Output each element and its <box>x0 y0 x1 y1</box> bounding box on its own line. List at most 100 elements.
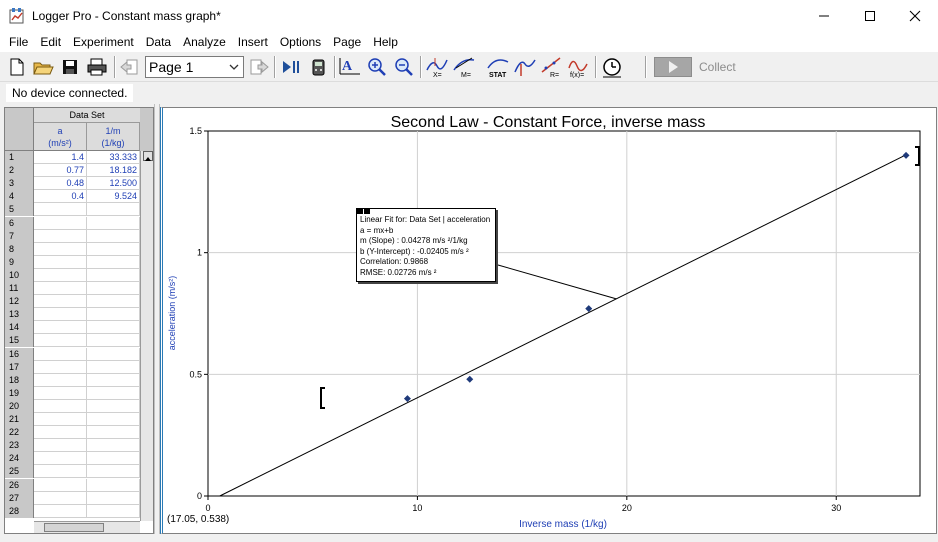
timer-button[interactable] <box>600 55 624 79</box>
statistics-button[interactable]: STAT <box>486 55 510 79</box>
menu-help[interactable]: Help <box>373 35 398 49</box>
cell-inverse-mass[interactable] <box>87 347 140 361</box>
cell-acceleration[interactable] <box>34 203 87 217</box>
cell-acceleration[interactable] <box>34 268 87 282</box>
table-row[interactable]: 4 0.4 9.524 <box>5 190 140 204</box>
cell-inverse-mass[interactable] <box>87 399 140 413</box>
lab-interface-button[interactable] <box>306 55 330 79</box>
cell-inverse-mass[interactable]: 9.524 <box>87 190 140 204</box>
zoom-in-button[interactable] <box>365 55 389 79</box>
cell-acceleration[interactable]: 0.48 <box>34 177 87 191</box>
table-row[interactable]: 24 <box>5 452 140 466</box>
cell-acceleration[interactable] <box>34 426 87 440</box>
examine-button[interactable]: X= <box>425 55 449 79</box>
cell-acceleration[interactable] <box>34 478 87 492</box>
column-header-inverse-mass[interactable]: 1/m (1/kg) <box>87 123 140 151</box>
cell-inverse-mass[interactable] <box>87 426 140 440</box>
cell-acceleration[interactable] <box>34 229 87 243</box>
horizontal-scrollbar[interactable] <box>34 521 140 533</box>
table-row[interactable]: 21 <box>5 413 140 426</box>
table-row[interactable]: 25 <box>5 465 140 479</box>
annotation-handle[interactable] <box>357 209 373 215</box>
cell-inverse-mass[interactable] <box>87 334 140 348</box>
dataset-title[interactable]: Data Set <box>34 108 140 123</box>
cell-acceleration[interactable] <box>34 439 87 453</box>
table-row[interactable]: 18 <box>5 373 140 387</box>
cell-inverse-mass[interactable] <box>87 255 140 269</box>
cell-inverse-mass[interactable]: 12.500 <box>87 177 140 191</box>
table-row[interactable]: 16 <box>5 347 140 361</box>
cell-inverse-mass[interactable]: 18.182 <box>87 164 140 178</box>
data-table[interactable]: Data Set a (m/s²) 1/m (1/kg) 1 1.4 33.333 2… <box>4 107 154 534</box>
cell-inverse-mass[interactable] <box>87 229 140 243</box>
table-row[interactable]: 9 <box>5 255 140 269</box>
table-row[interactable]: 27 <box>5 491 140 505</box>
next-page-button[interactable] <box>247 55 271 79</box>
cell-inverse-mass[interactable] <box>87 203 140 217</box>
cell-inverse-mass[interactable] <box>87 373 140 387</box>
previous-page-button[interactable] <box>118 55 142 79</box>
table-row[interactable]: 7 <box>5 229 140 243</box>
table-row[interactable]: 8 <box>5 242 140 256</box>
vertical-scrollbar[interactable] <box>140 151 153 521</box>
autoscale-button[interactable]: A <box>338 55 362 79</box>
cell-acceleration[interactable] <box>34 255 87 269</box>
curve-fit-button[interactable]: f(x)= <box>567 55 591 79</box>
cell-inverse-mass[interactable] <box>87 295 140 309</box>
menu-experiment[interactable]: Experiment <box>73 35 134 49</box>
table-row[interactable]: 3 0.48 12.500 <box>5 177 140 191</box>
cell-inverse-mass[interactable] <box>87 268 140 282</box>
cell-inverse-mass[interactable] <box>87 321 140 335</box>
linear-fit-annotation[interactable]: Linear Fit for: Data Set | acceleration … <box>356 208 496 282</box>
zoom-out-button[interactable] <box>392 55 416 79</box>
cell-inverse-mass[interactable] <box>87 504 140 518</box>
cell-acceleration[interactable] <box>34 413 87 426</box>
menu-analyze[interactable]: Analyze <box>183 35 226 49</box>
graph-panel[interactable]: 0 10 20 30 0 0.5 1 1.5 Second Law - Constant For… <box>160 107 937 534</box>
cell-inverse-mass[interactable] <box>87 386 140 400</box>
menu-insert[interactable]: Insert <box>237 35 268 49</box>
menu-options[interactable]: Options <box>279 35 322 49</box>
cell-acceleration[interactable] <box>34 242 87 256</box>
cell-acceleration[interactable]: 0.4 <box>34 190 87 204</box>
cell-inverse-mass[interactable] <box>87 216 140 230</box>
table-row[interactable]: 2 0.77 18.182 <box>5 164 140 178</box>
table-row[interactable]: 26 <box>5 478 140 492</box>
replay-button[interactable] <box>279 55 303 79</box>
table-row[interactable]: 13 <box>5 308 140 322</box>
menu-file[interactable]: File <box>9 35 29 49</box>
cell-inverse-mass[interactable] <box>87 360 140 374</box>
cell-inverse-mass[interactable] <box>87 308 140 322</box>
integral-button[interactable] <box>513 55 537 79</box>
cell-acceleration[interactable] <box>34 216 87 230</box>
table-row[interactable]: 12 <box>5 295 140 309</box>
panel-splitter[interactable] <box>154 104 160 538</box>
table-row[interactable]: 17 <box>5 360 140 374</box>
table-row[interactable]: 20 <box>5 399 140 413</box>
scroll-thumb[interactable] <box>44 523 104 532</box>
cell-acceleration[interactable] <box>34 491 87 505</box>
cell-inverse-mass[interactable] <box>87 439 140 453</box>
print-button[interactable] <box>85 55 109 79</box>
cell-acceleration[interactable] <box>34 373 87 387</box>
cell-inverse-mass[interactable] <box>87 413 140 426</box>
cell-acceleration[interactable] <box>34 360 87 374</box>
table-row[interactable]: 14 <box>5 321 140 335</box>
cell-inverse-mass[interactable] <box>87 478 140 492</box>
linear-fit-button[interactable]: R= <box>540 55 564 79</box>
column-header-acceleration[interactable]: a (m/s²) <box>34 123 87 151</box>
new-file-button[interactable] <box>5 55 29 79</box>
cell-acceleration[interactable] <box>34 295 87 309</box>
table-row[interactable]: 22 <box>5 426 140 440</box>
table-row[interactable]: 19 <box>5 386 140 400</box>
save-button[interactable] <box>58 55 82 79</box>
minimize-button[interactable] <box>801 0 847 32</box>
table-row[interactable]: 15 <box>5 334 140 348</box>
cell-inverse-mass[interactable] <box>87 242 140 256</box>
cell-acceleration[interactable] <box>34 386 87 400</box>
scroll-up-button[interactable] <box>143 151 153 161</box>
table-row[interactable]: 28 <box>5 504 140 518</box>
tangent-button[interactable]: M= <box>452 55 476 79</box>
table-row[interactable]: 6 <box>5 216 140 230</box>
table-row[interactable]: 1 1.4 33.333 <box>5 151 140 164</box>
